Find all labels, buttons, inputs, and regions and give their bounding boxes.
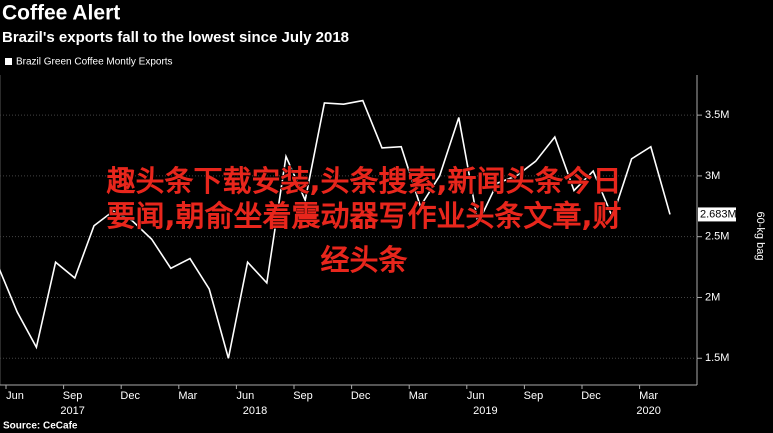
legend-swatch — [5, 58, 12, 65]
y-axis-label: 60-kg bag — [754, 212, 766, 261]
line — [0, 99, 671, 359]
source: Source: CeCafe — [3, 421, 78, 432]
x-tick-label: Dec — [351, 390, 371, 402]
overlay-text: 经头条 — [320, 243, 407, 277]
legend-label: Brazil Green Coffee Montly Exports — [16, 57, 173, 68]
year-label: 2019 — [473, 405, 497, 417]
x-tick-label: Dec — [581, 390, 601, 402]
year-label: 2018 — [243, 405, 267, 417]
y-tick-label: 3.5M — [705, 109, 729, 121]
chart-title: Coffee Alert — [2, 2, 120, 25]
x-tick-label: Mar — [639, 390, 658, 402]
x-tick-label: Mar — [178, 390, 197, 402]
x-tick-label: Mar — [409, 390, 428, 402]
value-label-box — [698, 207, 736, 222]
y-tick-label: 1.5M — [705, 352, 729, 364]
chart-subtitle: Brazil's exports fall to the lowest sinc… — [2, 29, 349, 46]
x-tick-label: Jun — [467, 390, 485, 402]
y-tick-label: 2M — [705, 291, 720, 303]
x-tick-label: Dec — [120, 390, 140, 402]
y-tick-label: 3M — [705, 170, 720, 182]
value-label: 2.683M — [700, 208, 737, 220]
x-tick-label: Sep — [293, 390, 313, 402]
x-tick-label: Sep — [63, 390, 83, 402]
x-tick-label: Sep — [524, 390, 544, 402]
y-tick-label: 2.5M — [705, 231, 729, 243]
year-label: 2020 — [636, 405, 660, 417]
overlay-text: 趣头条下载安装,头条搜索,新闻头条今日 — [105, 164, 621, 198]
year-label: 2017 — [60, 405, 84, 417]
overlay-text: 要闻,朝俞坐着震动器写作业头条文章,财 — [106, 199, 621, 233]
x-tick-label: Jun — [237, 390, 255, 402]
x-tick-label: Jun — [6, 390, 24, 402]
